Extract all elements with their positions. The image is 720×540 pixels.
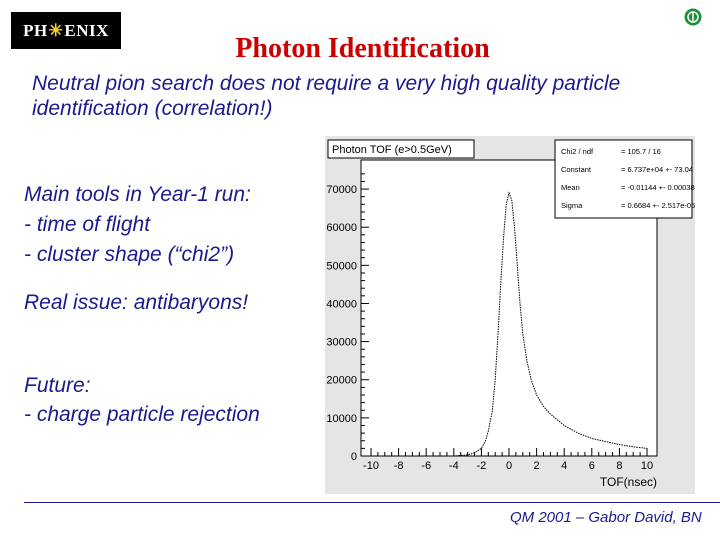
footer-divider (24, 502, 720, 503)
x-tick-label: -8 (394, 460, 404, 472)
future-heading: Future: (24, 374, 91, 397)
footer-credit: QM 2001 – Gabor David, BN (510, 509, 702, 526)
chart-title-box (327, 139, 475, 159)
x-tick-label: -10 (363, 460, 379, 472)
stats-value: = 105.7 / 16 (621, 147, 661, 156)
stats-value: = -0.01144 +- 0.0003862 (621, 183, 695, 192)
x-tick-label: 10 (641, 460, 653, 472)
x-axis-label: TOF(nsec) (600, 475, 657, 489)
chart-title: Photon TOF (e>0.5GeV) (332, 144, 452, 156)
axis-ticks (361, 173, 648, 457)
x-tick-labels: -10 -8 -6 -4 -2 0 2 4 6 8 10 (363, 460, 653, 472)
x-tick-label: -2 (477, 460, 487, 472)
stats-label: Mean (561, 183, 580, 192)
logo-text-right: ENIX (64, 20, 109, 40)
x-tick-label: 8 (616, 460, 622, 472)
tof-histogram-plot: Photon TOF (e>0.5GeV) Chi2 / ndf = 105.7 … (325, 136, 695, 494)
stats-value: = 6.737e+04 +- 73.04 (621, 165, 693, 174)
future-item: - charge particle rejection (24, 403, 260, 426)
phenix-logo: PH ✳ ENIX (11, 12, 121, 49)
y-tick-label: 70000 (326, 184, 357, 196)
x-tick-label: 0 (506, 460, 512, 472)
tools-heading: Main tools in Year-1 run: (24, 183, 251, 206)
stats-value: = 0.6684 +- 2.517e-05 (621, 201, 695, 210)
stats-label: Chi2 / ndf (561, 147, 594, 156)
logo-text-left: PH (23, 20, 48, 40)
stats-box (554, 139, 693, 219)
y-tick-label: 40000 (326, 298, 357, 310)
y-tick-label: 10000 (326, 413, 357, 425)
tool-item-tof: - time of flight (24, 213, 151, 236)
subtitle-text: Neutral pion search does not require a v… (32, 72, 621, 120)
x-tick-label: 2 (534, 460, 540, 472)
tool-item-chi2: - cluster shape (“chi2”) (24, 243, 235, 266)
stats-label: Sigma (561, 201, 583, 210)
y-tick-labels: 0 10000 20000 30000 40000 50000 60000 70000 (326, 184, 357, 463)
stats-label: Constant (561, 165, 592, 174)
phenix-corner-logo-icon (684, 8, 702, 26)
y-tick-label: 20000 (326, 375, 357, 387)
x-tick-label: 6 (589, 460, 595, 472)
y-tick-label: 0 (351, 451, 357, 463)
stats-group: Chi2 / ndf = 105.7 / 16 Constant = 6.737e+0… (561, 147, 695, 210)
y-tick-label: 50000 (326, 260, 357, 272)
page-title: Photon Identification (235, 33, 490, 64)
x-tick-label: -6 (421, 460, 431, 472)
y-tick-label: 30000 (326, 337, 357, 349)
y-tick-label: 60000 (326, 222, 357, 234)
issue-text: Real issue: antibaryons! (24, 291, 249, 314)
x-tick-label: 4 (561, 460, 567, 472)
tof-histogram-svg: Photon TOF (e>0.5GeV) Chi2 / ndf = 105.7 … (326, 139, 695, 489)
x-tick-label: -4 (449, 460, 459, 472)
logo-star-icon: ✳ (48, 20, 64, 40)
